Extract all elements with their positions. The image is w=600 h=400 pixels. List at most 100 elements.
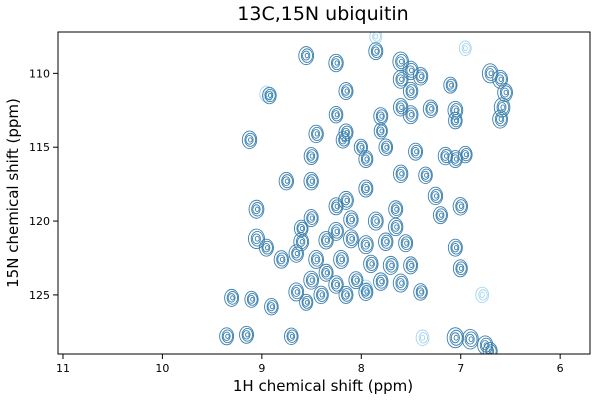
contour-line — [425, 101, 438, 116]
contour-line — [284, 327, 299, 345]
peak — [493, 97, 511, 118]
contour-line — [395, 72, 408, 87]
peak — [452, 259, 468, 278]
y-tick-label: 110 — [29, 67, 50, 80]
contour-line — [391, 222, 400, 232]
peak — [348, 271, 364, 290]
peak — [313, 285, 329, 305]
peak — [239, 325, 254, 344]
y-axis-label: 15N chemical shift (ppm) — [4, 98, 22, 288]
peak — [288, 282, 305, 302]
contour-line — [338, 82, 354, 101]
contour-line — [244, 132, 257, 147]
contour-line — [455, 261, 467, 276]
contour-line — [334, 112, 339, 118]
peak — [219, 327, 235, 346]
contour-line — [408, 142, 424, 161]
contour-line — [294, 250, 300, 257]
contour-line — [344, 88, 349, 94]
contour-line — [455, 199, 467, 214]
peak — [437, 146, 454, 166]
contour-line — [384, 144, 389, 150]
contour-line — [361, 239, 371, 250]
contour-line — [450, 103, 463, 118]
contour-line — [468, 336, 474, 343]
contour-line — [331, 58, 341, 68]
peak — [367, 211, 384, 231]
contour-line — [365, 256, 378, 271]
contour-line — [345, 212, 358, 227]
contour-line — [248, 137, 253, 143]
contour-line — [412, 67, 429, 86]
peak — [388, 200, 404, 219]
contour-line — [345, 231, 358, 246]
contour-line — [300, 48, 313, 63]
contour-line — [360, 237, 373, 252]
contour-line — [406, 65, 415, 76]
contour-line — [311, 126, 323, 141]
contour-line — [313, 285, 329, 305]
contour-line — [293, 219, 309, 238]
contour-line — [301, 295, 313, 309]
contour-line — [224, 288, 240, 307]
contour-line — [495, 114, 505, 125]
contour-line — [401, 238, 410, 248]
contour-line — [497, 83, 513, 103]
contour-line — [307, 176, 316, 187]
contour-line — [291, 246, 303, 261]
peak — [373, 107, 389, 126]
contour-line — [396, 102, 405, 113]
contour-line — [266, 300, 278, 314]
contour-line — [418, 166, 433, 184]
contour-line — [430, 188, 443, 203]
peak — [492, 69, 508, 89]
contour-line — [308, 124, 324, 144]
peak — [403, 256, 419, 275]
x-axis-label: 1H chemical shift (ppm) — [233, 377, 413, 395]
peak — [318, 263, 334, 282]
peak — [328, 106, 344, 124]
contour-line — [366, 259, 375, 269]
contour-line — [288, 244, 304, 263]
contour-line — [262, 86, 277, 105]
contour-line — [227, 293, 236, 303]
contour-line — [245, 135, 254, 145]
contour-line — [379, 278, 384, 285]
contour-line — [409, 88, 414, 94]
x-tick-label: 6 — [557, 362, 564, 375]
peak — [288, 244, 304, 263]
contour-line — [299, 293, 314, 311]
contour-line — [334, 60, 340, 66]
peak — [447, 150, 463, 168]
y-tick-label: 125 — [29, 289, 50, 302]
x-axis: 11 10 9 8 7 6 — [56, 354, 564, 375]
contour-line — [344, 197, 350, 204]
peak — [328, 221, 344, 241]
contour-line — [447, 238, 463, 257]
contour-line — [379, 128, 384, 134]
peak — [248, 199, 265, 219]
contour-line — [449, 82, 454, 88]
contour-line — [293, 232, 310, 252]
peak — [248, 228, 265, 249]
contour-line — [342, 86, 350, 96]
contour-line — [448, 111, 463, 130]
contour-line — [498, 76, 504, 82]
contour-line — [399, 171, 404, 177]
contour-line — [367, 211, 384, 231]
contour-line — [404, 240, 409, 246]
contour-line — [495, 74, 505, 85]
contour-line — [379, 113, 384, 119]
contour-line — [463, 152, 469, 158]
contour-line — [394, 206, 399, 212]
contour-line — [306, 211, 318, 225]
contour-line — [405, 84, 418, 99]
contour-line — [465, 333, 475, 345]
contour-line — [342, 127, 350, 138]
peak — [458, 145, 473, 164]
contour-line — [450, 240, 462, 255]
contour-line — [292, 248, 301, 259]
contour-line — [354, 277, 359, 283]
contour-line — [494, 111, 507, 127]
peak — [363, 254, 379, 274]
